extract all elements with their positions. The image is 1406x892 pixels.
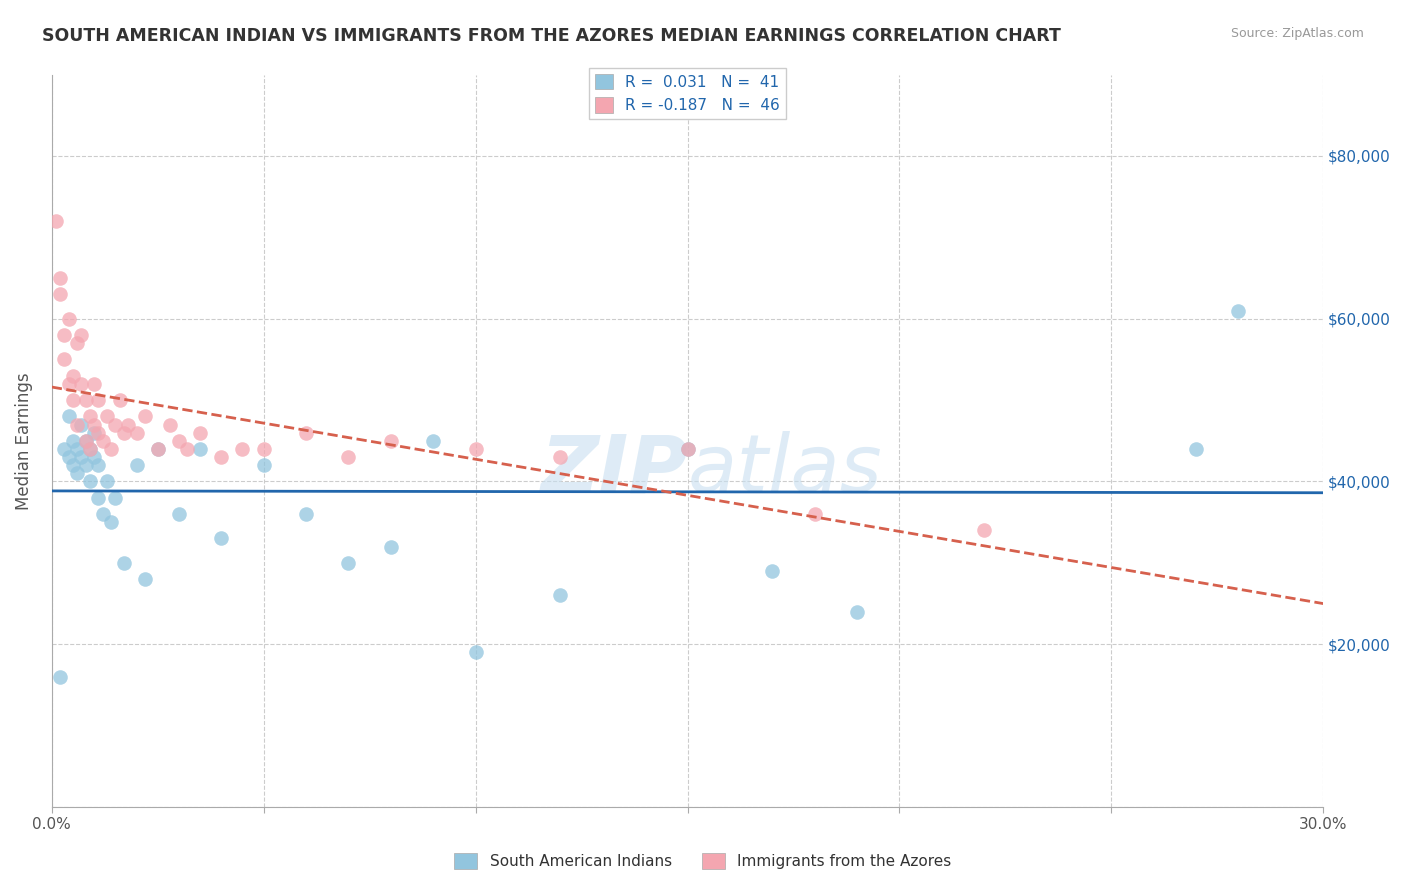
Point <box>49 271 72 285</box>
Point <box>380 434 402 448</box>
Point <box>70 376 93 391</box>
Point <box>62 393 84 408</box>
Point <box>62 434 84 448</box>
Point <box>79 409 101 424</box>
Point <box>62 458 84 473</box>
Point <box>104 417 127 432</box>
Point <box>87 458 110 473</box>
Point <box>231 442 253 456</box>
Point <box>550 450 572 464</box>
Point <box>100 442 122 456</box>
Point <box>112 425 135 440</box>
Point <box>66 336 89 351</box>
Point <box>70 450 93 464</box>
Point <box>209 450 232 464</box>
Point <box>66 467 89 481</box>
Point <box>79 475 101 489</box>
Point <box>75 393 97 408</box>
Point <box>104 491 127 505</box>
Point <box>295 425 318 440</box>
Point <box>125 425 148 440</box>
Point <box>112 556 135 570</box>
Point <box>134 572 156 586</box>
Y-axis label: Median Earnings: Median Earnings <box>15 372 32 509</box>
Point <box>253 458 276 473</box>
Point <box>253 442 276 456</box>
Point <box>108 393 131 408</box>
Point <box>973 524 995 538</box>
Point <box>96 475 118 489</box>
Point <box>159 417 181 432</box>
Point <box>803 507 825 521</box>
Point <box>83 425 105 440</box>
Point <box>45 214 67 228</box>
Point <box>49 670 72 684</box>
Point <box>464 442 486 456</box>
Point <box>761 564 783 578</box>
Point <box>134 409 156 424</box>
Point <box>1185 442 1208 456</box>
Point <box>676 442 699 456</box>
Point <box>75 434 97 448</box>
Text: ZIP: ZIP <box>540 431 688 509</box>
Point <box>87 491 110 505</box>
Point <box>83 417 105 432</box>
Point <box>337 556 360 570</box>
Point <box>96 409 118 424</box>
Point <box>58 311 80 326</box>
Point <box>188 425 211 440</box>
Point <box>75 434 97 448</box>
Point <box>295 507 318 521</box>
Point <box>146 442 169 456</box>
Point <box>117 417 139 432</box>
Text: SOUTH AMERICAN INDIAN VS IMMIGRANTS FROM THE AZORES MEDIAN EARNINGS CORRELATION : SOUTH AMERICAN INDIAN VS IMMIGRANTS FROM… <box>42 27 1062 45</box>
Point <box>422 434 444 448</box>
Point <box>676 442 699 456</box>
Point <box>176 442 198 456</box>
Point <box>91 434 114 448</box>
Point <box>100 515 122 529</box>
Point <box>66 417 89 432</box>
Point <box>58 409 80 424</box>
Legend: R =  0.031   N =  41, R = -0.187   N =  46: R = 0.031 N = 41, R = -0.187 N = 46 <box>589 68 786 120</box>
Point <box>167 434 190 448</box>
Point <box>58 376 80 391</box>
Point <box>62 368 84 383</box>
Point <box>70 328 93 343</box>
Point <box>188 442 211 456</box>
Point <box>91 507 114 521</box>
Point <box>53 352 76 367</box>
Point <box>66 442 89 456</box>
Point <box>167 507 190 521</box>
Text: atlas: atlas <box>688 431 882 509</box>
Point <box>75 458 97 473</box>
Point <box>53 442 76 456</box>
Point <box>83 376 105 391</box>
Point <box>209 532 232 546</box>
Point <box>58 450 80 464</box>
Point <box>146 442 169 456</box>
Point <box>87 425 110 440</box>
Point <box>846 605 869 619</box>
Point <box>550 589 572 603</box>
Legend: South American Indians, Immigrants from the Azores: South American Indians, Immigrants from … <box>449 847 957 875</box>
Point <box>380 540 402 554</box>
Point <box>464 645 486 659</box>
Point <box>87 393 110 408</box>
Point <box>79 442 101 456</box>
Point <box>337 450 360 464</box>
Point <box>83 450 105 464</box>
Point <box>53 328 76 343</box>
Point <box>1227 303 1250 318</box>
Point <box>49 287 72 301</box>
Point <box>70 417 93 432</box>
Text: Source: ZipAtlas.com: Source: ZipAtlas.com <box>1230 27 1364 40</box>
Point <box>125 458 148 473</box>
Point <box>79 442 101 456</box>
